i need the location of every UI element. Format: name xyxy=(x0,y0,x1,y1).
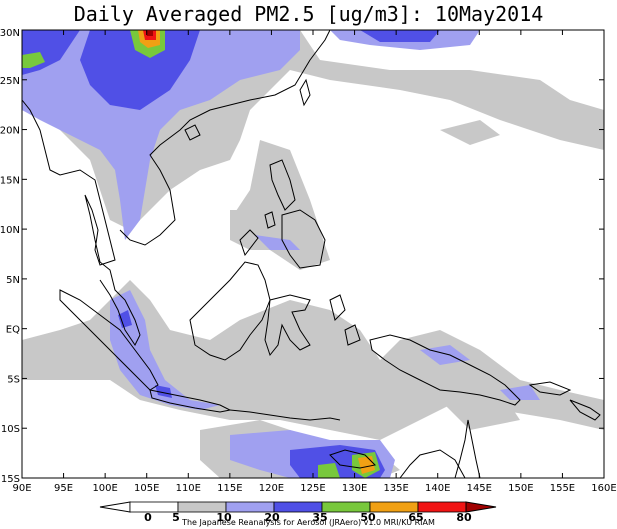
lat-tick-label: 20N xyxy=(0,126,20,137)
lon-tick-label: 140E xyxy=(425,483,450,494)
blue-region-peninsula xyxy=(110,290,220,410)
lon-tick-label: 95E xyxy=(54,483,73,494)
lon-tick-label: 115E xyxy=(217,483,242,494)
coast-mindoro xyxy=(264,211,276,229)
lon-tick-label: 135E xyxy=(383,483,408,494)
coast-asia-mainland xyxy=(22,99,141,346)
lon-tick-label: 105E xyxy=(134,483,159,494)
colorbar-arrow-low xyxy=(99,501,131,513)
green-region-west xyxy=(22,52,45,68)
lon-tick-label: 100E xyxy=(92,483,117,494)
coast-java xyxy=(149,389,232,413)
lat-tick-label: 15S xyxy=(1,474,20,485)
blue-region-png xyxy=(420,345,470,365)
lat-axis: 30N 25N 20N 15N 10N 5N EQ 5S 10S 15S xyxy=(0,28,604,485)
lat-tick-label: 30N xyxy=(0,28,20,39)
coast-australia xyxy=(399,449,466,478)
lon-tick-label: 150E xyxy=(508,483,533,494)
colorbar-label-zero: 0 xyxy=(144,511,152,524)
coast-timor xyxy=(329,449,377,469)
colorbar-label: 80 xyxy=(456,511,472,524)
colorbar-label: 35 xyxy=(312,511,327,524)
colorbar-segment xyxy=(129,501,179,513)
coast-indochina xyxy=(119,30,331,246)
coast-new-britain xyxy=(528,381,572,396)
coast-new-guinea xyxy=(369,334,521,406)
gray-region-east xyxy=(440,120,500,145)
map-title: Daily Averaged PM2.5 [ug/m3]: 10May2014 xyxy=(73,2,544,26)
coast-sulawesi xyxy=(264,294,311,357)
coastlines xyxy=(22,30,601,478)
coast-sumatra xyxy=(59,289,159,391)
credit-text: The Japanese Reanalysis for Aerosol (JRA… xyxy=(182,518,435,527)
gray-region-sea xyxy=(230,140,330,270)
darkred-region-china xyxy=(146,31,153,36)
lon-axis: 90E 95E 100E 105E 110E 115E 120E 125E 130E 135E 14… xyxy=(12,30,617,494)
colorbar-label: 50 xyxy=(360,511,376,524)
coast-cape-york xyxy=(454,419,481,478)
colorbar-label: 65 xyxy=(408,511,423,524)
coast-solomon xyxy=(569,399,601,421)
deepblue-region-ne xyxy=(360,30,440,42)
lon-tick-label: 110E xyxy=(176,483,201,494)
coast-luzon xyxy=(269,159,296,211)
colorbar-arrow-high xyxy=(465,501,497,513)
lon-tick-label: 125E xyxy=(300,483,325,494)
lon-tick-label: 120E xyxy=(259,483,284,494)
lon-tick-label: 160E xyxy=(591,483,616,494)
coast-philippines-south xyxy=(281,209,326,269)
lon-tick-label: 145E xyxy=(467,483,492,494)
coast-moluccas xyxy=(329,294,361,346)
lat-tick-label: 10N xyxy=(0,225,20,236)
deepblue-region-south-china xyxy=(80,30,200,110)
lat-tick-label: EQ xyxy=(6,325,20,336)
coast-palawan xyxy=(239,229,259,257)
green-region-timor-w xyxy=(318,463,340,478)
coast-taiwan xyxy=(299,78,311,107)
blue-region-ph xyxy=(255,235,300,250)
lat-tick-label: 10S xyxy=(1,424,20,435)
coast-hainan xyxy=(184,124,201,141)
blue-region-png2 xyxy=(500,385,540,400)
colorbar: 5 10 20 35 50 65 80 0 xyxy=(99,501,497,524)
lat-tick-label: 15N xyxy=(0,175,20,186)
lon-tick-label: 90E xyxy=(12,483,31,494)
lat-tick-label: 25N xyxy=(0,76,20,87)
colorbar-label: 10 xyxy=(216,511,232,524)
coast-lesser-sunda xyxy=(229,409,341,421)
coast-borneo xyxy=(189,261,271,361)
pm25-shading xyxy=(22,30,604,478)
deepblue-region-java xyxy=(155,385,172,398)
colorbar-label: 5 xyxy=(172,511,180,524)
lon-tick-label: 155E xyxy=(550,483,575,494)
lat-tick-label: 5N xyxy=(6,275,20,286)
colorbar-label: 20 xyxy=(264,511,280,524)
deepblue-region-sumatra xyxy=(118,310,132,328)
lat-tick-label: 5S xyxy=(7,374,20,385)
lon-tick-label: 130E xyxy=(342,483,367,494)
